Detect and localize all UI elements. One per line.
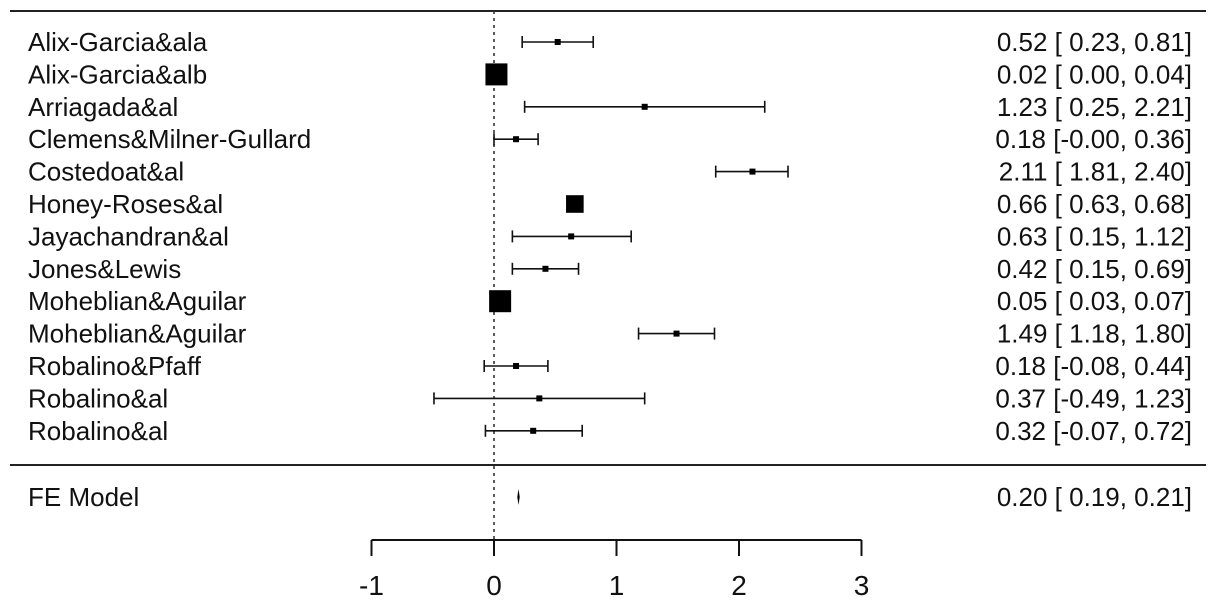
study-row: Costedoat&al 2.11 [ 1.81, 2.40] xyxy=(28,157,1192,187)
point-estimate-box xyxy=(513,363,520,369)
study-row: Robalino&al 0.32 [-0.07, 0.72] xyxy=(28,416,1192,446)
study-label: Jones&Lewis xyxy=(28,254,181,284)
study-row: Arriagada&al 1.23 [ 0.25, 2.21] xyxy=(28,92,1192,122)
point-estimate-box xyxy=(568,233,575,240)
estimate-ci-text: 0.32 [-0.07, 0.72] xyxy=(995,416,1192,446)
study-label: Robalino&al xyxy=(28,383,168,413)
studies-layer: Alix-Garcia&ala 0.52 [ 0.23, 0.81]Alix-Ga… xyxy=(28,27,1192,446)
point-estimate-box xyxy=(641,103,648,110)
point-estimate-box xyxy=(749,168,756,175)
estimate-ci-text: 0.18 [-0.08, 0.44] xyxy=(995,351,1192,381)
summary-estimate-text: 0.20 [ 0.19, 0.21] xyxy=(997,482,1192,512)
x-axis: -1 0 1 2 3 xyxy=(359,539,870,601)
study-row: Moheblian&Aguilar 0.05 [ 0.03, 0.07] xyxy=(28,286,1192,316)
estimate-ci-text: 0.02 [ 0.00, 0.04] xyxy=(997,59,1192,89)
x-tick-label: 2 xyxy=(731,570,747,601)
study-label: Honey-Roses&al xyxy=(28,189,223,219)
study-label: Jayachandran&al xyxy=(28,221,229,251)
study-row: Jayachandran&al 0.63 [ 0.15, 1.12] xyxy=(28,221,1192,251)
point-estimate-box xyxy=(513,136,520,143)
study-label: Moheblian&Aguilar xyxy=(28,319,247,349)
study-row: Robalino&al 0.37 [-0.49, 1.23] xyxy=(28,383,1192,413)
summary-label: FE Model xyxy=(28,482,139,512)
x-tick-label: -1 xyxy=(359,570,384,601)
study-row: Clemens&Milner-Gullard 0.18 [-0.00, 0.36] xyxy=(28,124,1192,154)
estimate-ci-text: 0.52 [ 0.23, 0.81] xyxy=(997,27,1192,57)
x-tick-label: 0 xyxy=(486,570,502,601)
study-label: Arriagada&al xyxy=(28,92,178,122)
x-tick-label: 1 xyxy=(609,570,625,601)
study-row: Jones&Lewis 0.42 [ 0.15, 0.69] xyxy=(28,254,1192,284)
study-label: Robalino&Pfaff xyxy=(28,351,202,381)
summary-diamond xyxy=(517,489,520,505)
study-row: Robalino&Pfaff 0.18 [-0.08, 0.44] xyxy=(28,351,1192,381)
point-estimate-box xyxy=(673,330,680,337)
estimate-ci-text: 0.66 [ 0.63, 0.68] xyxy=(997,189,1192,219)
x-tick-label: 3 xyxy=(854,570,870,601)
point-estimate-box xyxy=(536,395,543,402)
study-label: Costedoat&al xyxy=(28,157,184,187)
point-estimate-box xyxy=(554,39,561,45)
study-label: Alix-Garcia&alb xyxy=(28,59,207,89)
point-estimate-box xyxy=(566,195,584,213)
estimate-ci-text: 0.42 [ 0.15, 0.69] xyxy=(997,254,1192,284)
study-row: Alix-Garcia&alb 0.02 [ 0.00, 0.04] xyxy=(28,59,1192,89)
estimate-ci-text: 0.18 [-0.00, 0.36] xyxy=(995,124,1192,154)
estimate-ci-text: 1.49 [ 1.18, 1.80] xyxy=(997,319,1192,349)
study-row: Moheblian&Aguilar 1.49 [ 1.18, 1.80] xyxy=(28,319,1192,349)
estimate-ci-text: 0.63 [ 0.15, 1.12] xyxy=(997,221,1192,251)
point-estimate-box xyxy=(489,290,512,313)
point-estimate-box xyxy=(485,63,508,86)
estimate-ci-text: 0.05 [ 0.03, 0.07] xyxy=(997,286,1192,316)
study-label: Moheblian&Aguilar xyxy=(28,286,247,316)
point-estimate-box xyxy=(542,265,549,272)
summary-layer: FE Model 0.20 [ 0.19, 0.21] xyxy=(28,482,1192,512)
study-label: Robalino&al xyxy=(28,416,168,446)
study-label: Clemens&Milner-Gullard xyxy=(28,124,311,154)
study-row: Honey-Roses&al 0.66 [ 0.63, 0.68] xyxy=(28,189,1192,219)
estimate-ci-text: 1.23 [ 0.25, 2.21] xyxy=(997,92,1192,122)
estimate-ci-text: 0.37 [-0.49, 1.23] xyxy=(995,383,1192,413)
study-row: Alix-Garcia&ala 0.52 [ 0.23, 0.81] xyxy=(28,27,1192,57)
estimate-ci-text: 2.11 [ 1.81, 2.40] xyxy=(999,157,1192,187)
study-label: Alix-Garcia&ala xyxy=(28,27,208,57)
point-estimate-box xyxy=(530,427,537,434)
